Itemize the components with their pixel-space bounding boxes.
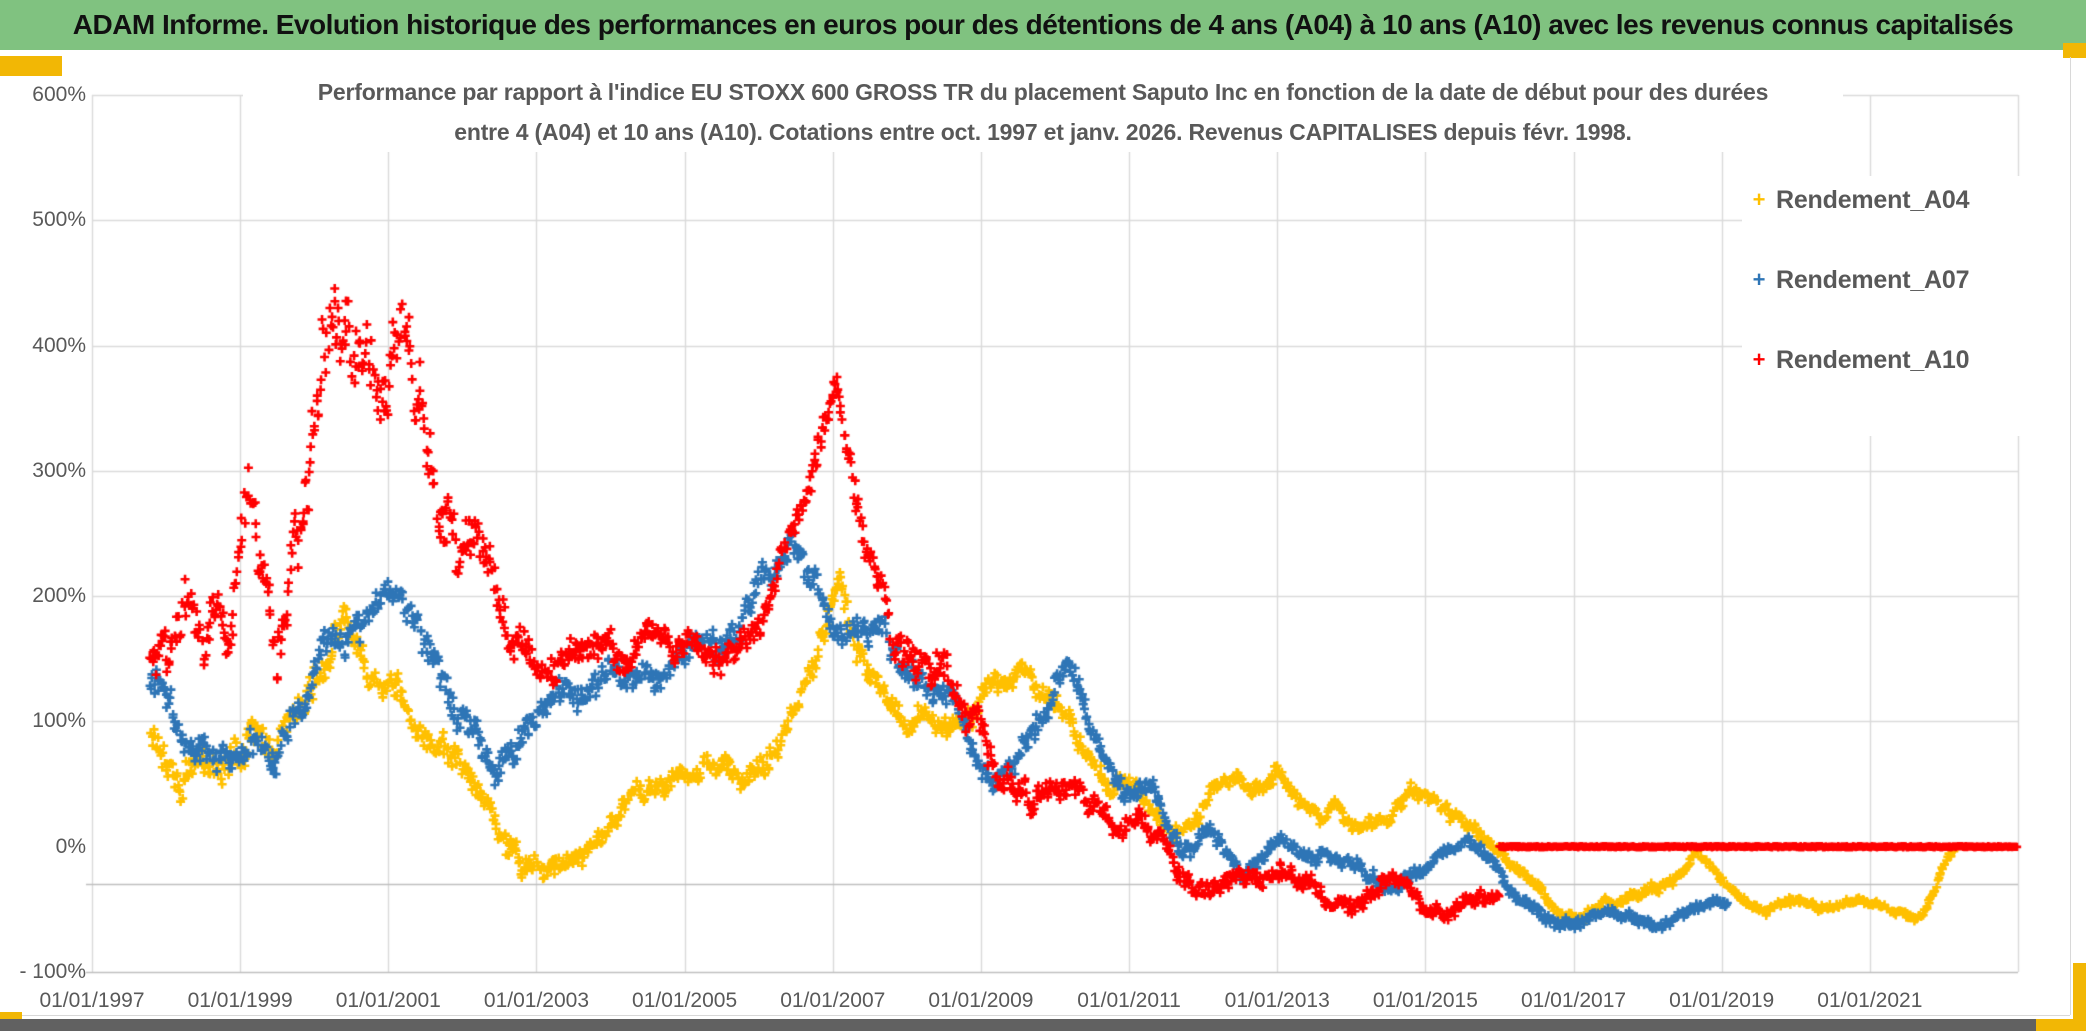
y-axis-label: 500% bbox=[32, 208, 86, 232]
chart-title-line1: Performance par rapport à l'indice EU ST… bbox=[317, 79, 1769, 105]
x-axis-label: 01/01/1997 bbox=[39, 989, 145, 1012]
plus-marker-icon: + bbox=[1752, 347, 1766, 372]
legend-label: Rendement_A04 bbox=[1776, 185, 1970, 214]
y-axis-label: 300% bbox=[32, 458, 86, 482]
legend-entry-a04: + Rendement_A04 bbox=[1742, 182, 2068, 218]
x-axis-label: 01/01/2015 bbox=[1372, 989, 1478, 1012]
chart-title-line2: entre 4 (A04) et 10 ans (A10). Cotations… bbox=[454, 119, 1632, 145]
y-axis-label: - 100% bbox=[19, 960, 86, 983]
chart-legend: + Rendement_A04 + Rendement_A07 + Rendem… bbox=[1742, 176, 2068, 436]
x-axis-label: 01/01/2011 bbox=[1077, 989, 1181, 1012]
y-axis-label: 100% bbox=[32, 709, 86, 733]
y-axis-label: 600% bbox=[32, 83, 86, 106]
legend-entry-a07: + Rendement_A07 bbox=[1742, 262, 2068, 298]
chart-title: Performance par rapport à l'indice EU ST… bbox=[243, 72, 1843, 152]
x-axis-label: 01/01/2017 bbox=[1520, 989, 1627, 1012]
x-axis-label: 01/01/2003 bbox=[483, 989, 589, 1012]
x-axis-label: 01/01/1999 bbox=[187, 989, 293, 1012]
x-axis-label: 01/01/2013 bbox=[1224, 989, 1330, 1012]
x-axis-label: 01/01/2021 bbox=[1817, 989, 1923, 1012]
x-axis-label: 01/01/2005 bbox=[632, 989, 738, 1012]
y-axis-label: 200% bbox=[32, 584, 86, 608]
x-axis-label: 01/01/2019 bbox=[1669, 989, 1775, 1012]
y-axis-label: 0% bbox=[55, 834, 86, 858]
x-axis-label: 01/01/2009 bbox=[928, 989, 1034, 1012]
x-axis-label: 01/01/2007 bbox=[780, 989, 886, 1012]
plus-marker-icon: + bbox=[1752, 267, 1766, 292]
legend-label: Rendement_A07 bbox=[1776, 265, 1970, 294]
legend-label: Rendement_A10 bbox=[1776, 345, 1970, 374]
plus-marker-icon: + bbox=[1752, 187, 1766, 212]
x-axis-label: 01/01/2001 bbox=[335, 989, 441, 1012]
legend-entry-a10: + Rendement_A10 bbox=[1742, 342, 2068, 378]
y-axis-label: 400% bbox=[32, 333, 86, 357]
